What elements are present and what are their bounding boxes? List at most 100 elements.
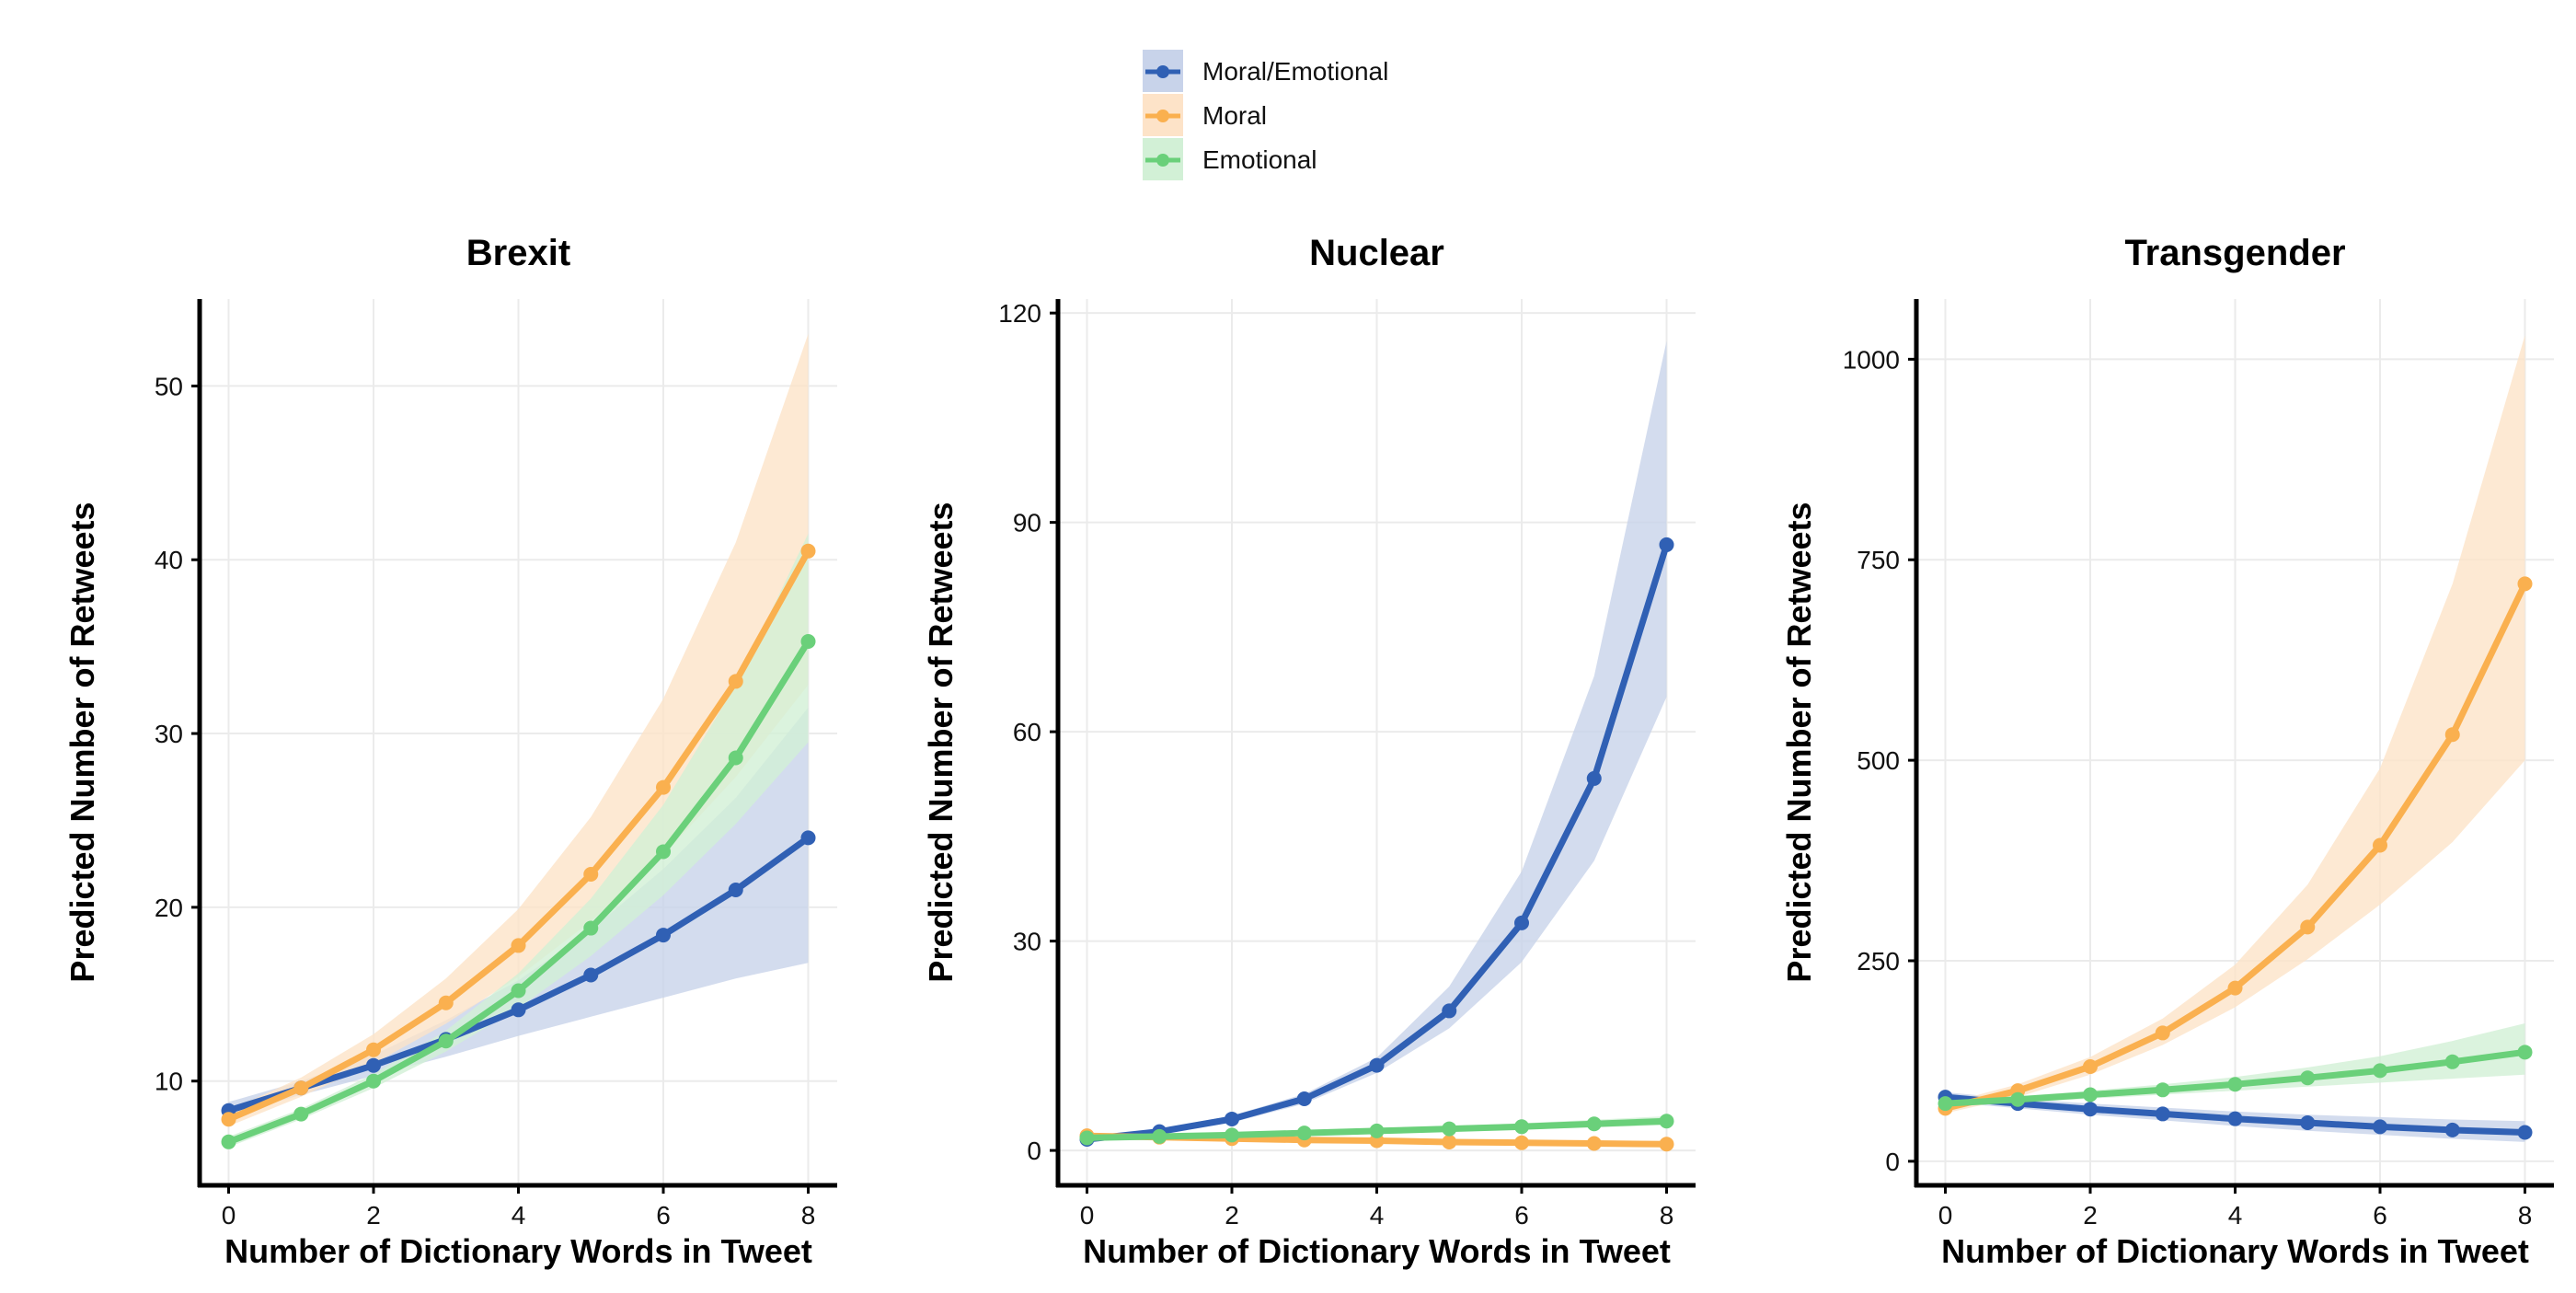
y-tick-label: 750 [1857, 546, 1900, 574]
data-point [1586, 1136, 1602, 1151]
data-point [366, 1057, 381, 1073]
y-tick-label: 30 [155, 720, 183, 748]
data-point [438, 995, 454, 1010]
data-point [1938, 1096, 1953, 1112]
confidence-band-1 [228, 333, 809, 1126]
x-tick-label: 0 [1938, 1201, 1953, 1230]
data-point [800, 633, 816, 649]
data-point [1079, 1130, 1095, 1146]
data-point [511, 938, 526, 953]
data-point [2444, 727, 2460, 743]
data-point [2300, 919, 2316, 935]
data-point [221, 1112, 236, 1127]
data-point [366, 1073, 381, 1089]
confidence-band-1 [1945, 335, 2525, 1114]
data-point [2010, 1091, 2026, 1107]
y-tick-label: 20 [155, 894, 183, 922]
chart-panel-nuclear: 0 2 4 6 8 0 30 60 90 120 Nuclear Number of Dictiona… [922, 233, 1696, 1270]
y-tick-label: 10 [155, 1068, 183, 1096]
data-point [728, 750, 743, 766]
data-point [1659, 1137, 1674, 1152]
legend-marker [1156, 110, 1169, 122]
data-point [1514, 915, 1529, 930]
data-point [511, 1002, 526, 1018]
data-point [2373, 1119, 2387, 1135]
x-tick-label: 0 [1080, 1201, 1095, 1230]
data-point [583, 867, 599, 883]
data-point [2227, 1077, 2243, 1092]
legend-label: Moral/Emotional [1202, 57, 1388, 86]
legend-marker [1156, 65, 1169, 78]
chart-title: Nuclear [1309, 233, 1444, 273]
data-point [2155, 1082, 2170, 1098]
y-tick-label: 500 [1857, 746, 1900, 775]
data-point [2227, 980, 2243, 996]
data-point [800, 830, 816, 846]
data-point [1369, 1057, 1385, 1073]
data-point [2300, 1115, 2316, 1131]
x-tick-label: 8 [2518, 1201, 2533, 1230]
y-axis-label: Predicted Number of Retweets [63, 502, 101, 982]
y-tick-label: 60 [1013, 718, 1041, 746]
data-point [1225, 1127, 1239, 1143]
data-point [656, 928, 671, 943]
x-tick-label: 0 [222, 1201, 236, 1230]
data-point [656, 844, 671, 860]
y-tick-label: 120 [998, 299, 1041, 328]
confidence-band-0 [1087, 341, 1667, 1142]
x-tick-label: 6 [1514, 1201, 1529, 1230]
x-tick-label: 2 [2083, 1201, 2098, 1230]
data-point [2517, 1045, 2533, 1060]
data-point [1442, 1121, 1457, 1137]
data-point [438, 1033, 454, 1049]
data-point [1586, 1116, 1602, 1132]
x-tick-label: 8 [801, 1201, 816, 1230]
chart-panel-transgender: 0 2 4 6 8 0 250 500 750 1000 Transgender Number of … [1780, 233, 2554, 1270]
y-tick-label: 0 [1027, 1137, 1041, 1165]
data-point [1514, 1119, 1529, 1135]
x-tick-label: 6 [656, 1201, 671, 1230]
data-point [2444, 1054, 2460, 1069]
data-point [1514, 1135, 1529, 1150]
data-point [583, 967, 599, 983]
data-point [1442, 1003, 1457, 1019]
data-point [221, 1134, 236, 1149]
data-point [2083, 1059, 2098, 1075]
data-point [1225, 1111, 1239, 1126]
data-point [1442, 1134, 1457, 1149]
y-tick-label: 0 [1885, 1148, 1900, 1176]
data-point [2300, 1070, 2316, 1086]
data-point [1586, 770, 1602, 786]
y-tick-label: 50 [155, 372, 183, 400]
chart-title: Brexit [466, 233, 570, 273]
y-tick-label: 1000 [1843, 345, 1900, 374]
data-point [1659, 1114, 1674, 1129]
data-point [1152, 1128, 1167, 1144]
legend-marker [1156, 154, 1169, 167]
legend-label: Moral [1202, 101, 1267, 130]
data-point [1659, 537, 1674, 552]
data-point [2373, 1063, 2387, 1079]
confidence-band-0 [228, 707, 809, 1116]
x-tick-label: 8 [1660, 1201, 1674, 1230]
data-point [1369, 1123, 1385, 1138]
data-point [2083, 1087, 2098, 1103]
x-axis-label: Number of Dictionary Words in Tweet [1941, 1232, 2529, 1270]
data-point [1296, 1126, 1312, 1141]
data-point [293, 1080, 309, 1096]
data-point [2444, 1122, 2460, 1137]
confidence-band-2 [228, 533, 809, 1148]
data-point [2155, 1106, 2170, 1122]
data-point [2517, 576, 2533, 592]
data-point [2083, 1102, 2098, 1117]
data-point [1296, 1091, 1312, 1106]
y-tick-label: 90 [1013, 509, 1041, 537]
data-point [366, 1042, 381, 1057]
data-point [728, 883, 743, 897]
data-point [800, 543, 816, 559]
data-point [2373, 837, 2387, 853]
y-tick-label: 40 [155, 546, 183, 574]
x-tick-label: 4 [1370, 1201, 1385, 1230]
data-point [2227, 1111, 2243, 1126]
